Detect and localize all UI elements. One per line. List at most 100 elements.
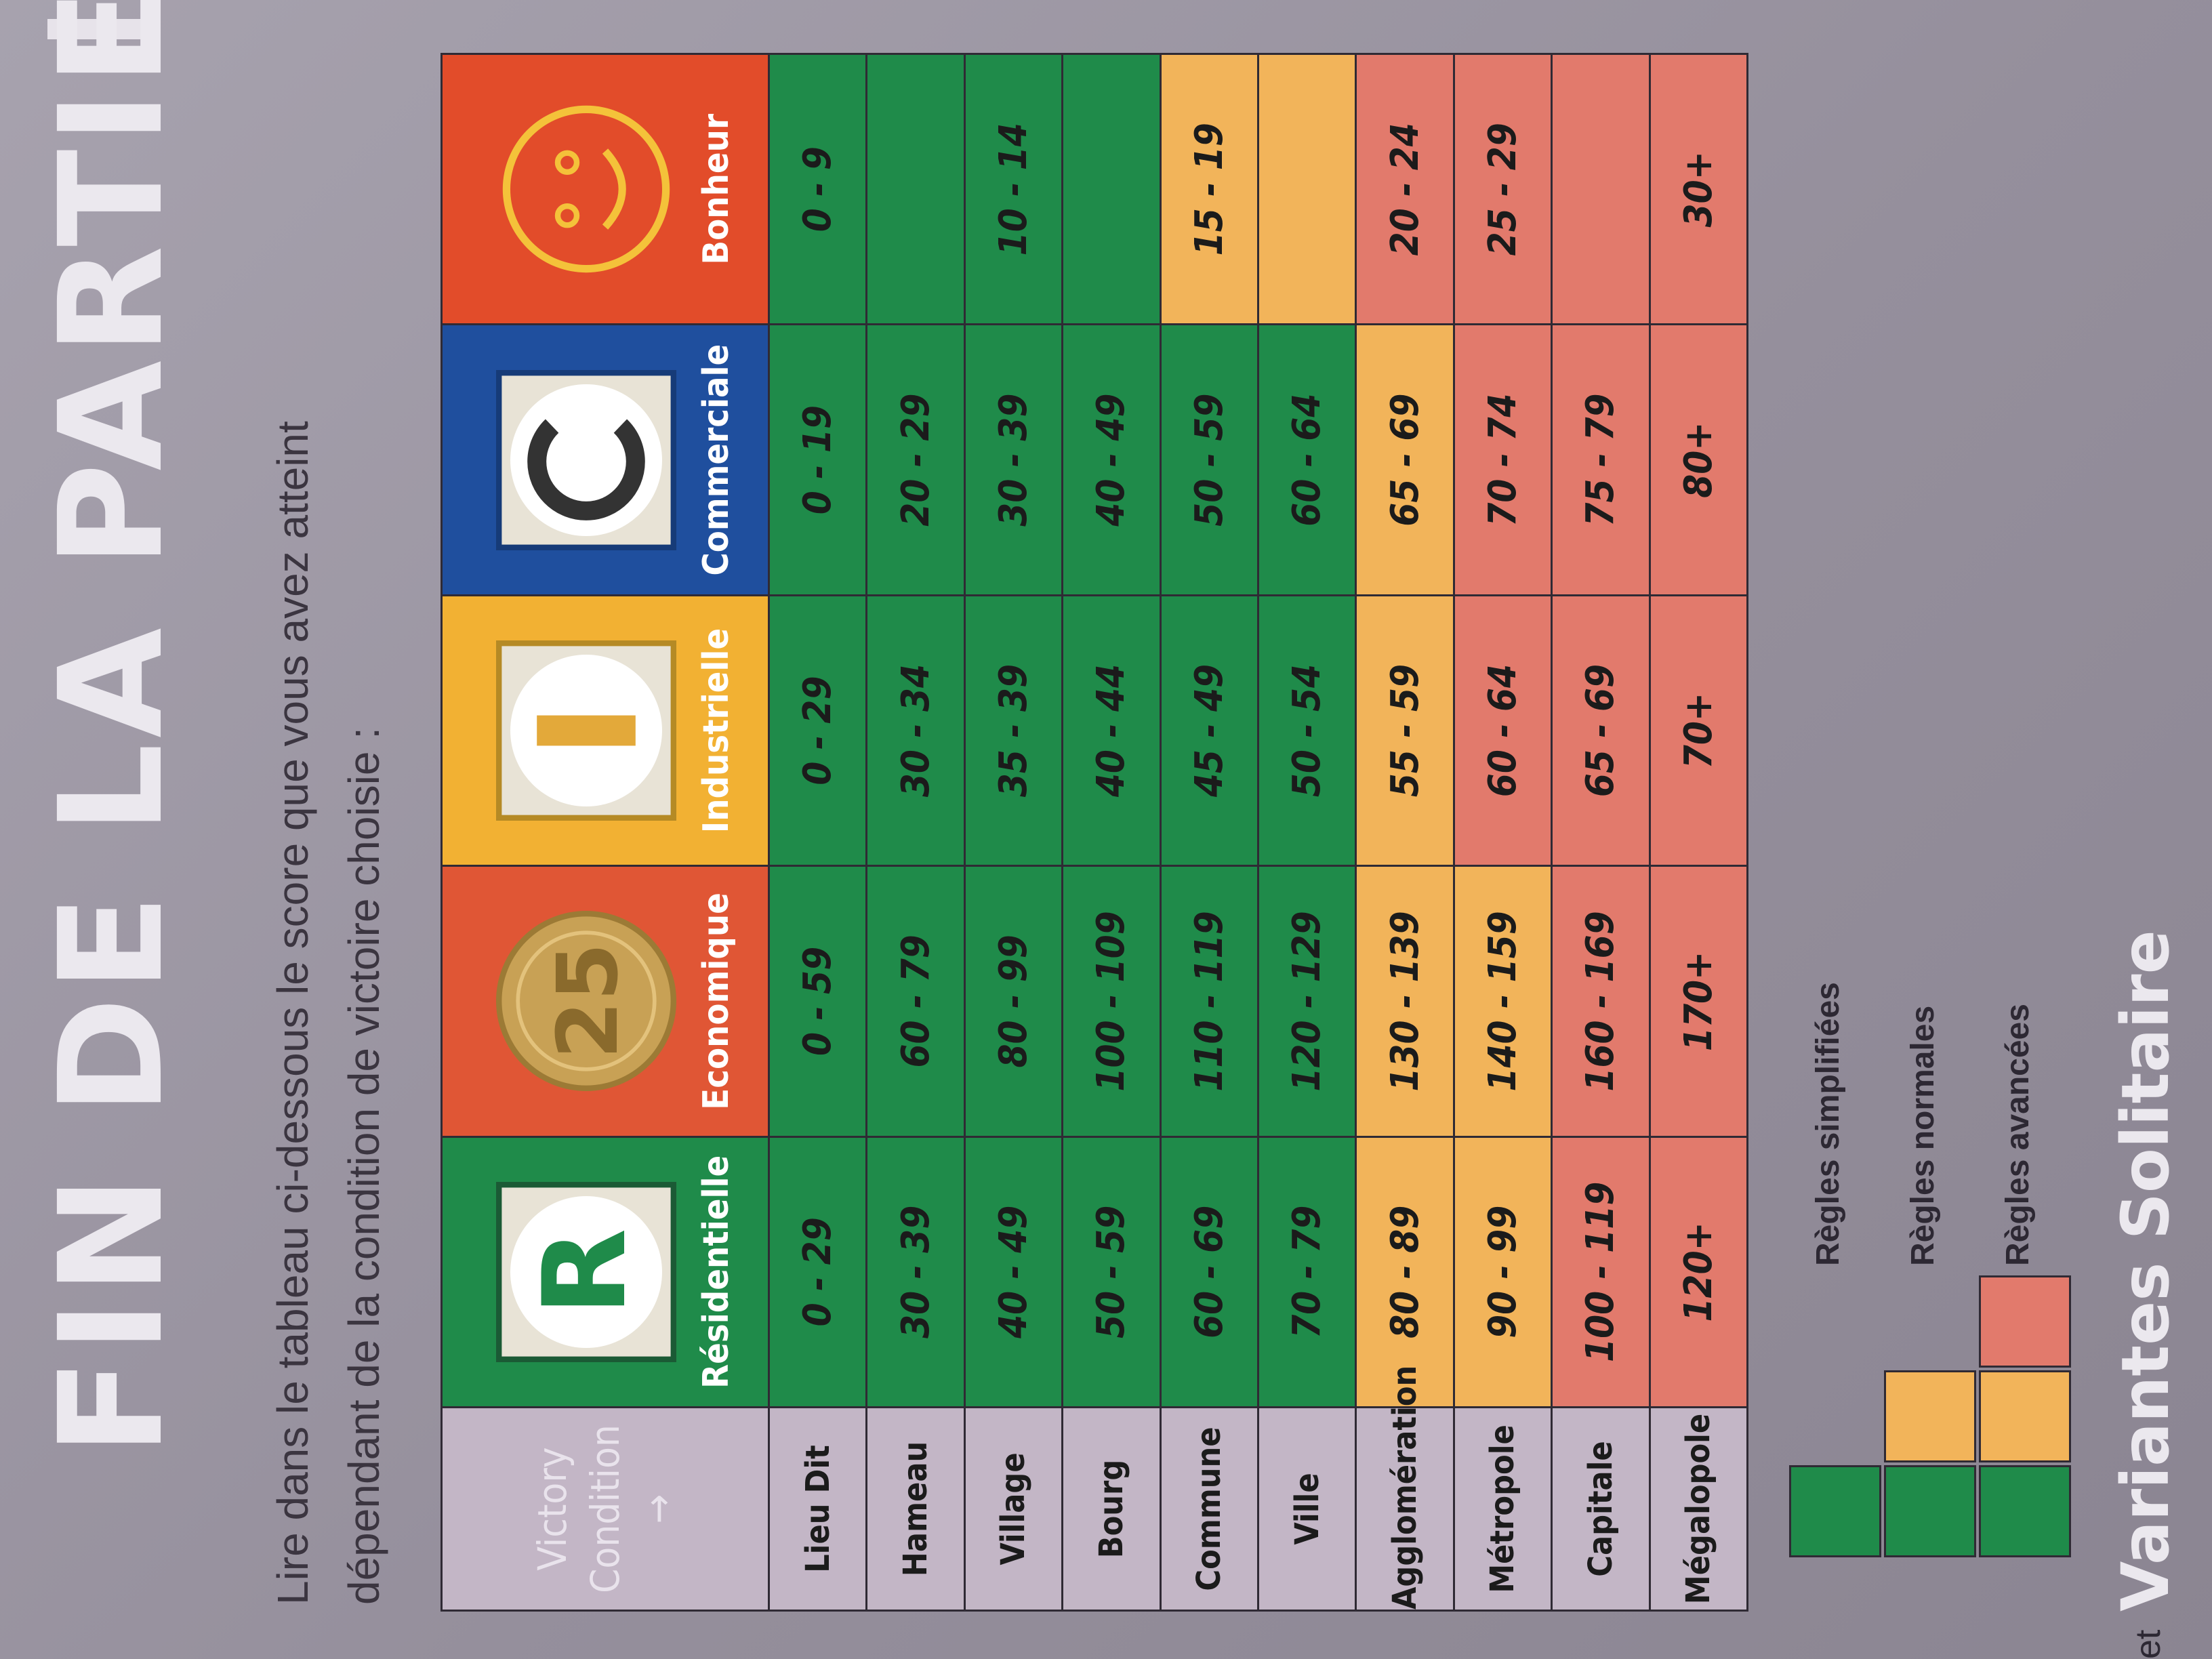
score-cell xyxy=(1551,54,1650,325)
column-label: Résidentielle xyxy=(696,1155,737,1389)
score-cell: 30 - 34 xyxy=(866,595,965,866)
table-row: Capitale 100 - 119 160 - 169 65 - 69 75 … xyxy=(1551,54,1650,1611)
row-label-lieu-dit: Lieu Dit xyxy=(769,1407,867,1611)
table-row: Ville 70 - 79 120 - 129 50 - 54 60 - 64 xyxy=(1258,54,1356,1611)
score-cell: 35 - 39 xyxy=(964,595,1063,866)
row-label-hameau: Hameau xyxy=(866,1407,965,1611)
score-cell: 140 - 159 xyxy=(1454,865,1552,1137)
score-cell: 60 - 64 xyxy=(1258,324,1356,596)
footer-et-text: et xyxy=(2129,1629,2168,1659)
row-label-agglomeration: Agglomération xyxy=(1355,1366,1454,1611)
score-cell: 0 - 59 xyxy=(769,865,867,1137)
row-label-megalopole: Mégalopole xyxy=(1650,1407,1748,1611)
score-cell: 45 - 49 xyxy=(1160,595,1258,866)
legend-label-normal: Règles normales xyxy=(1905,1005,1941,1266)
score-cell: 30 - 39 xyxy=(866,1136,965,1408)
score-cell: 100 - 109 xyxy=(1062,865,1161,1137)
score-cell xyxy=(866,54,965,325)
page-title: FIN DE LA PARTIE xyxy=(28,0,194,1456)
legend-swatch-green xyxy=(1979,1465,2071,1557)
table-row: Hameau 30 - 39 60 - 79 30 - 34 20 - 29 xyxy=(866,54,965,1611)
score-cell: 40 - 49 xyxy=(964,1136,1063,1408)
column-header-residentielle: R Résidentielle xyxy=(441,1136,769,1408)
score-cell: 30 - 39 xyxy=(964,324,1063,596)
score-cell: 80+ xyxy=(1650,324,1748,596)
score-cell: 80 - 99 xyxy=(964,865,1063,1137)
score-cell: 70 - 79 xyxy=(1258,1136,1356,1408)
residential-R-icon: R xyxy=(496,1181,676,1362)
score-cell: 0 - 9 xyxy=(769,54,867,325)
score-cell: 60 - 79 xyxy=(866,865,965,1137)
score-cell: 20 - 24 xyxy=(1355,54,1454,325)
table-row: Lieu Dit 0 - 29 0 - 59 0 - 29 0 - 19 0 -… xyxy=(769,54,867,1611)
score-cell: 60 - 64 xyxy=(1454,595,1552,866)
legend-swatch-yellow xyxy=(1884,1370,1976,1462)
row-label-bourg: Bourg xyxy=(1062,1407,1161,1611)
column-header-bonheur: Bonheur xyxy=(441,54,769,325)
svg-text:R: R xyxy=(518,1228,651,1315)
row-label-ville: Ville xyxy=(1258,1407,1356,1611)
score-cell: 65 - 69 xyxy=(1551,595,1650,866)
table-row: Village 40 - 49 80 - 99 35 - 39 30 - 39 … xyxy=(964,54,1063,1611)
score-cell: 130 - 139 xyxy=(1355,865,1454,1137)
score-cell: 100 - 119 xyxy=(1551,1136,1650,1408)
victory-condition-corner: Victory Condition → xyxy=(441,1407,769,1611)
score-cell: 0 - 29 xyxy=(769,1136,867,1408)
score-cell: 70+ xyxy=(1650,595,1748,866)
smiley-icon xyxy=(502,106,670,273)
score-cell: 110 - 119 xyxy=(1160,865,1258,1137)
commercial-C-icon xyxy=(496,369,676,550)
industrial-I-icon xyxy=(496,640,676,821)
table-row: Métropole 90 - 99 140 - 159 60 - 64 70 -… xyxy=(1454,54,1552,1611)
score-cell: 75 - 79 xyxy=(1551,324,1650,596)
score-cell: 170+ xyxy=(1650,865,1748,1137)
score-cell: 15 - 19 xyxy=(1160,54,1258,325)
row-label-capitale: Capitale xyxy=(1551,1407,1650,1611)
legend-label-simplified: Règles simplifiées xyxy=(1810,982,1846,1266)
column-label: Commerciale xyxy=(696,344,737,576)
coin-25-icon: 25 xyxy=(496,911,676,1092)
score-cell: 30+ xyxy=(1650,54,1748,325)
table-row: Commune 60 - 69 110 - 119 45 - 49 50 - 5… xyxy=(1160,54,1258,1611)
score-cell xyxy=(1062,54,1161,325)
section-title-variantes: Variantes Solitaire xyxy=(2108,930,2184,1612)
intro-text: Lire dans le tableau ci-dessous le score… xyxy=(268,421,388,1605)
score-cell: 25 - 29 xyxy=(1454,54,1552,325)
score-table: Victory Condition → R Résidentielle 25 xyxy=(441,53,1748,1612)
table-row: Mégalopole 120+ 170+ 70+ 80+ 30+ xyxy=(1650,54,1748,1611)
score-cell: 50 - 59 xyxy=(1062,1136,1161,1408)
column-header-commerciale: Commerciale xyxy=(441,324,769,596)
row-label-village: Village xyxy=(964,1407,1063,1611)
score-cell: 60 - 69 xyxy=(1160,1136,1258,1408)
legend-swatch-yellow xyxy=(1979,1370,2071,1462)
score-cell: 40 - 49 xyxy=(1062,324,1161,596)
legend-label-advanced: Règles avancées xyxy=(2000,1004,2036,1266)
score-cell xyxy=(1258,54,1356,325)
column-label: Industrielle xyxy=(696,628,737,834)
score-cell: 50 - 59 xyxy=(1160,324,1258,596)
score-cell: 65 - 69 xyxy=(1355,324,1454,596)
score-cell: 10 - 14 xyxy=(964,54,1063,325)
score-cell: 120+ xyxy=(1650,1136,1748,1408)
score-cell: 40 - 44 xyxy=(1062,595,1161,866)
score-cell: 0 - 29 xyxy=(769,595,867,866)
legend-swatch-green xyxy=(1789,1465,1881,1557)
score-cell: 70 - 74 xyxy=(1454,324,1552,596)
difficulty-legend: Règles simplifiées Règles normales Règle… xyxy=(1789,676,2074,1557)
row-label-metropole: Métropole xyxy=(1454,1407,1552,1611)
score-cell: 160 - 169 xyxy=(1551,865,1650,1137)
score-cell: 50 - 54 xyxy=(1258,595,1356,866)
score-cell: 55 - 59 xyxy=(1355,595,1454,866)
header-row: Victory Condition → R Résidentielle 25 xyxy=(441,54,769,1611)
row-label-commune: Commune xyxy=(1160,1407,1258,1611)
legend-swatch-red xyxy=(1979,1275,2071,1368)
column-header-economique: 25 Economique xyxy=(441,865,769,1137)
table-row: Bourg 50 - 59 100 - 109 40 - 44 40 - 49 xyxy=(1062,54,1161,1611)
score-cell: 90 - 99 xyxy=(1454,1136,1552,1408)
svg-text:25: 25 xyxy=(540,943,637,1059)
column-label: Bonheur xyxy=(696,113,737,265)
score-cell: 120 - 129 xyxy=(1258,865,1356,1137)
score-cell: 0 - 19 xyxy=(769,324,867,596)
